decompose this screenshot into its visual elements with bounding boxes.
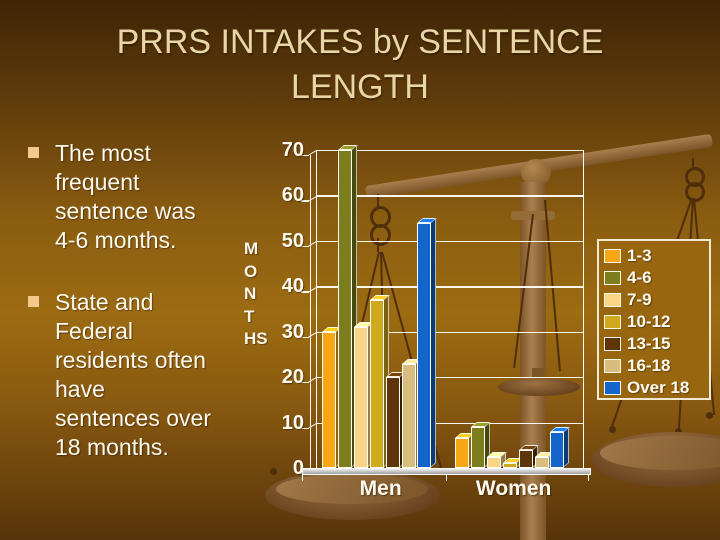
x-axis-tick — [446, 475, 448, 481]
bullet-item: The most frequent sentence was 4-6 month… — [26, 139, 244, 255]
bar-women-7-9 — [486, 456, 501, 468]
bar-women-16-18 — [534, 456, 549, 468]
bar-women-over-18 — [550, 431, 565, 468]
y-axis-tick-label: 0 — [292, 457, 304, 479]
legend-label: 7-9 — [627, 290, 652, 309]
legend-swatch-13-15 — [604, 337, 621, 351]
bullet-text: The most frequent sentence was 4-6 month… — [55, 140, 196, 253]
bullet-text: State and Federal residents often have s… — [55, 289, 211, 460]
legend-swatch-7-9 — [604, 293, 621, 307]
legend-swatch-over-18 — [604, 381, 621, 395]
slide-title: PRRS INTAKES by SENTENCE LENGTH — [116, 23, 604, 106]
bar-men-over-18 — [417, 222, 432, 468]
scales-middle-pan — [498, 378, 580, 396]
legend-label: Over 18 — [627, 378, 690, 397]
bar-men-16-18 — [401, 363, 416, 468]
bar-women-13-15 — [518, 449, 533, 468]
y-axis-tick-label: 30 — [281, 320, 304, 343]
scales-right-hook — [692, 158, 694, 168]
bar-men-4-6 — [337, 150, 352, 468]
scales-left-pan-surface — [276, 474, 428, 504]
gridline — [316, 331, 583, 333]
gridline — [316, 377, 583, 379]
y-axis-tick-label: 20 — [281, 366, 304, 389]
y-axis-tick-label: 70 — [281, 139, 304, 161]
scales-left-pan-knob — [270, 468, 277, 475]
legend-item-16-18: 16-18 — [604, 355, 709, 377]
y-axis-tick — [301, 155, 309, 157]
bar-women-10-12 — [502, 463, 517, 468]
x-axis-category-label-men: Men — [359, 477, 402, 500]
legend-swatch-4-6 — [604, 271, 621, 285]
y-axis-tick — [301, 382, 309, 384]
scales-left-rope — [377, 238, 379, 252]
y-axis-tick — [301, 336, 309, 338]
scales-left-rope-twist — [370, 224, 391, 246]
legend-label: 4-6 — [627, 268, 652, 287]
bar-men-10-12 — [369, 299, 384, 468]
bullet-square-icon — [28, 147, 39, 158]
x-axis-tick — [302, 475, 304, 481]
bar-men-1-3 — [322, 331, 336, 468]
legend-label: 13-15 — [627, 334, 671, 353]
legend-swatch-10-12 — [604, 315, 621, 329]
bar-women-1-3 — [455, 438, 469, 468]
y-axis-label-months: M O N T HS — [244, 239, 268, 348]
bar-men-7-9 — [353, 327, 368, 468]
y-axis-tick-label: 40 — [281, 275, 304, 298]
bullet-item: State and Federal residents often have s… — [26, 288, 244, 462]
legend-item-10-12: 10-12 — [604, 311, 709, 333]
bar-men-13-15 — [385, 377, 400, 468]
y-axis-tick — [301, 291, 309, 293]
legend-label: 16-18 — [627, 356, 671, 375]
gridline — [316, 422, 583, 424]
bar-women-4-6 — [470, 427, 485, 468]
scales-right-pan-knob — [675, 428, 682, 435]
legend-swatch-1-3 — [604, 249, 621, 263]
y-axis-tick-label: 60 — [281, 184, 304, 207]
plot-right-border — [583, 150, 585, 468]
y-axis-tick-label: 50 — [281, 229, 304, 252]
legend-swatch-16-18 — [604, 359, 621, 373]
bullet-square-icon — [28, 296, 39, 307]
gridline — [316, 150, 583, 152]
legend-item-over-18: Over 18 — [604, 377, 709, 399]
bullet-list: The most frequent sentence was 4-6 month… — [26, 139, 244, 495]
y-axis-tick-label: 10 — [281, 411, 304, 434]
y-axis-tick — [301, 245, 309, 248]
gridline — [316, 286, 583, 288]
legend-label: 10-12 — [627, 312, 671, 331]
scales-pivot — [521, 159, 551, 186]
scales-left-rope — [377, 194, 379, 208]
plot-floor — [302, 468, 591, 475]
legend-item-7-9: 7-9 — [604, 289, 709, 311]
y-axis-tick — [301, 427, 309, 429]
scales-right-pan-surface — [600, 436, 720, 470]
scales-right-pan-knob — [609, 426, 616, 433]
y-axis-tick — [301, 200, 309, 202]
legend-item-1-3: 1-3 — [604, 245, 709, 267]
gridline — [316, 240, 583, 243]
legend-item-13-15: 13-15 — [604, 333, 709, 355]
gridline — [316, 195, 583, 197]
chart-legend: 1-3 4-6 7-9 10-12 13-15 16-18 Over 18 — [597, 239, 711, 400]
y-axis-front-line — [309, 155, 311, 474]
x-axis-tick — [588, 475, 590, 481]
legend-label: 1-3 — [627, 246, 652, 265]
x-axis-category-label-women: Women — [475, 477, 552, 500]
scales-right-pan-knob — [706, 412, 713, 419]
scales-middle-pan-handle — [532, 368, 544, 380]
legend-item-4-6: 4-6 — [604, 267, 709, 289]
y-axis-back-line — [316, 150, 318, 468]
